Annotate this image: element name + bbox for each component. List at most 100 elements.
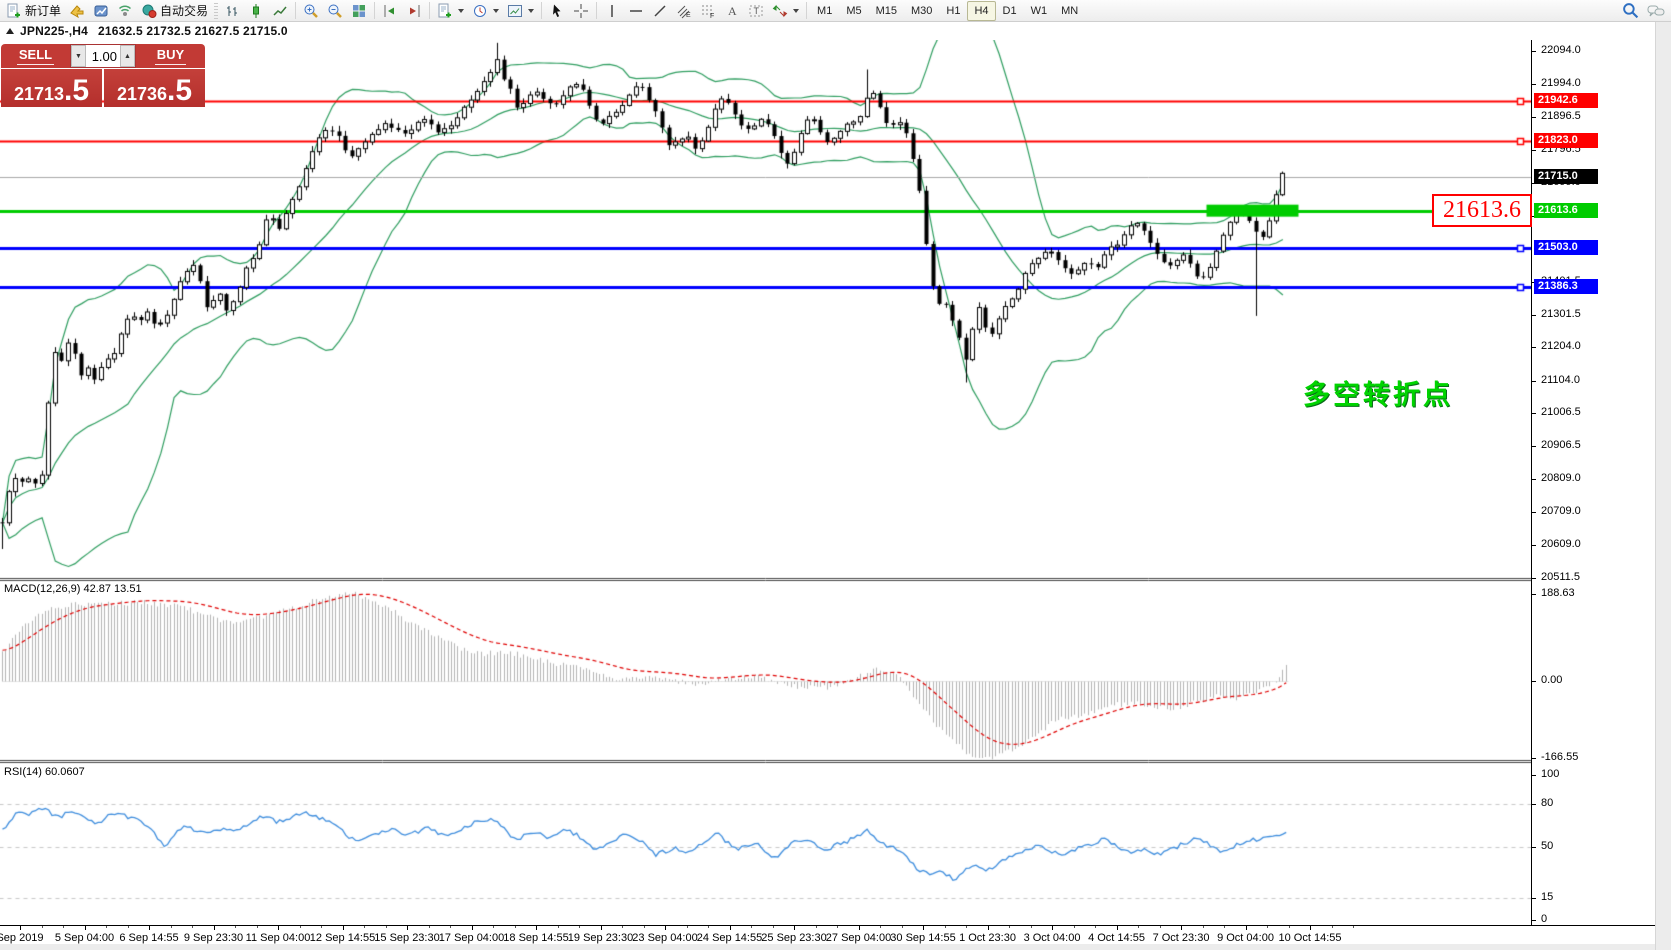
price-tick-label: 20609.0 <box>1541 538 1581 550</box>
arrows-tool-button[interactable] <box>768 1 803 21</box>
time-tick-label: 30 Sep 14:55 <box>890 932 956 944</box>
time-tick <box>858 926 860 930</box>
timeframe-m15-button[interactable]: M15 <box>875 4 897 17</box>
periods-button[interactable] <box>468 1 503 21</box>
time-minor-tick <box>1353 926 1354 928</box>
market-watch-button[interactable] <box>65 1 89 21</box>
axis-tick <box>1532 381 1536 382</box>
timeframe-m5-button[interactable]: M5 <box>846 4 862 17</box>
volume-decrease-button[interactable]: ▼ <box>71 45 86 67</box>
chart-shift-button[interactable] <box>378 1 402 21</box>
timeframe-group: M1 M5 M15 M30 H1 H4 D1 W1 MN <box>810 0 1085 21</box>
buy-price-button[interactable]: 21736 .5 <box>104 69 205 107</box>
timeframe-mn-button[interactable]: MN <box>1061 4 1079 17</box>
timeframe-h4-button[interactable]: H4 <box>967 0 996 21</box>
vertical-line-tool-button[interactable] <box>600 1 624 21</box>
zoom-in-button[interactable] <box>299 1 323 21</box>
vertical-line-icon <box>611 4 613 17</box>
axis-tick <box>1532 479 1536 480</box>
timeframe-m30-button[interactable]: M30 <box>911 4 933 17</box>
svg-text:F: F <box>710 13 714 19</box>
bar-chart-button[interactable] <box>220 1 244 21</box>
sell-button[interactable]: SELL <box>1 44 70 68</box>
timeframe-h1-button[interactable]: H1 <box>946 4 961 17</box>
time-minor-tick <box>1288 926 1290 928</box>
time-tick-label: 12 Sep 14:55 <box>309 932 376 944</box>
time-tick-label: Sep 2019 <box>0 932 44 944</box>
time-minor-tick <box>772 926 774 928</box>
label-tool-button[interactable]: T <box>744 1 768 21</box>
time-minor-tick <box>1138 926 1139 928</box>
candle-chart-button[interactable] <box>244 1 268 21</box>
horizontal-line-tool-button[interactable] <box>624 1 648 21</box>
time-tick <box>665 926 666 930</box>
svg-text:T: T <box>754 6 760 16</box>
time-tick <box>407 926 408 930</box>
time-minor-tick <box>622 926 623 928</box>
time-tick <box>923 926 924 930</box>
indicators-button[interactable] <box>433 1 468 21</box>
chat-button[interactable] <box>1643 1 1669 21</box>
tile-windows-icon <box>353 4 366 17</box>
price-tick-label: 80 <box>1541 797 1554 809</box>
sell-price-button[interactable]: 21713 .5 <box>1 69 102 107</box>
data-window-button[interactable] <box>89 1 113 21</box>
time-tick <box>471 926 473 930</box>
line-chart-button[interactable] <box>268 1 292 21</box>
chart-canvas[interactable] <box>0 40 1531 925</box>
time-tick <box>1245 926 1247 930</box>
bar-chart-icon <box>227 5 238 16</box>
trendline-tool-button[interactable] <box>648 1 672 21</box>
crosshair-tool-button[interactable] <box>569 1 593 21</box>
channel-tool-button[interactable]: E <box>672 1 696 21</box>
time-tick <box>1116 926 1118 930</box>
price-tick-label: 20809.0 <box>1541 472 1581 484</box>
auto-scroll-button[interactable] <box>402 1 426 21</box>
timeframe-w1-button[interactable]: W1 <box>1030 4 1048 17</box>
time-minor-tick <box>41 926 43 928</box>
new-order-button[interactable]: 新订单 <box>2 1 65 21</box>
time-tick-label: 19 Sep 23:30 <box>567 932 634 944</box>
timeframe-d1-button[interactable]: D1 <box>1002 4 1017 17</box>
time-tick-label: 3 Oct 04:00 <box>1023 932 1081 944</box>
time-minor-tick <box>815 926 817 928</box>
search-button[interactable] <box>1618 1 1643 21</box>
time-minor-tick <box>837 926 838 928</box>
time-minor-tick <box>966 926 967 928</box>
signals-button[interactable] <box>113 1 137 21</box>
time-tick <box>20 926 21 930</box>
buy-button[interactable]: BUY <box>136 44 205 68</box>
autotrade-icon <box>142 4 157 18</box>
zoom-out-button[interactable] <box>323 1 347 21</box>
price-tick-label: 21006.5 <box>1541 406 1581 418</box>
arrows-shapes-icon <box>772 4 788 17</box>
price-level-annotation[interactable]: 21613.6 <box>1432 193 1532 227</box>
axis-tick <box>1532 847 1536 848</box>
search-icon <box>1623 3 1639 19</box>
periods-dropdown-caret <box>493 8 500 13</box>
time-tick-label: 6 Sep 14:55 <box>119 932 179 944</box>
text-tool-button[interactable]: A <box>720 1 744 21</box>
crosshair-icon <box>574 3 589 18</box>
timeframe-m1-button[interactable]: M1 <box>817 4 833 17</box>
text-icon: A <box>728 4 737 18</box>
cursor-tool-button[interactable] <box>545 1 569 21</box>
time-tick <box>149 926 150 930</box>
time-minor-tick <box>901 926 903 928</box>
time-tick <box>729 926 731 930</box>
time-tick-label: 15 Sep 23:30 <box>374 932 440 944</box>
price-axis[interactable]: 22094.021994.021896.521796.521699.021599… <box>1531 40 1655 925</box>
templates-button[interactable] <box>503 1 538 21</box>
tile-windows-button[interactable] <box>347 1 371 21</box>
fibonacci-tool-button[interactable]: F <box>696 1 720 21</box>
collapse-icon[interactable] <box>6 28 14 34</box>
time-tick-label: 9 Sep 23:30 <box>183 932 244 944</box>
svg-text:E: E <box>686 12 691 19</box>
time-tick-label: 27 Sep 04:00 <box>825 932 892 944</box>
turning-point-annotation[interactable]: 多空转折点 <box>1303 380 1453 410</box>
autotrade-button[interactable]: 自动交易 <box>137 1 212 21</box>
line-chart-icon <box>273 6 287 16</box>
volume-increase-button[interactable]: ▲ <box>120 45 135 67</box>
volume-input[interactable] <box>86 45 120 67</box>
